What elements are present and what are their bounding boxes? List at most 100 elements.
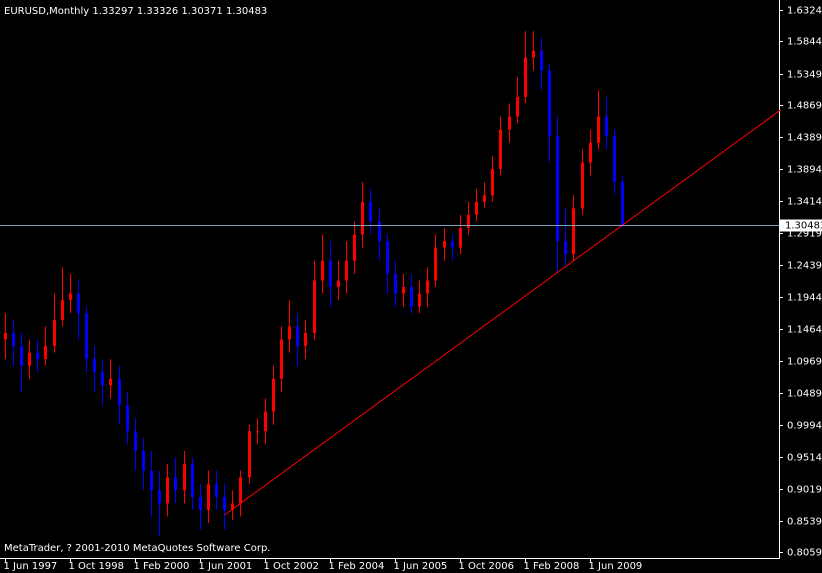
- candle-body: [101, 372, 104, 386]
- candle-body: [548, 70, 551, 137]
- last-price-label: 1.30483: [785, 221, 822, 232]
- x-tick-label: 1 Oct 2002: [264, 561, 319, 572]
- candle-body: [402, 287, 405, 294]
- candle-body: [174, 477, 177, 491]
- x-tick-label: 1 Jun 2009: [589, 561, 643, 572]
- candle-body: [77, 293, 80, 314]
- candle-body: [264, 411, 267, 432]
- candle-body: [491, 168, 494, 196]
- candle-body: [443, 241, 446, 248]
- candle-body: [36, 352, 39, 360]
- candle-body: [434, 247, 437, 281]
- candle-body: [589, 142, 592, 163]
- candle-body: [304, 332, 307, 347]
- candle-body: [353, 234, 356, 261]
- x-tick-label: 1 Jun 1997: [4, 561, 58, 572]
- candle-body: [532, 50, 535, 58]
- candle-body: [12, 332, 15, 347]
- y-tick-label: 1.38940: [787, 165, 822, 176]
- candle-body: [394, 273, 397, 294]
- y-tick-label: 1.24390: [787, 261, 822, 272]
- candle-body: [248, 431, 251, 478]
- candle-body: [118, 378, 121, 406]
- x-tick-label: 1 Feb 2008: [524, 561, 580, 572]
- x-tick-label: 1 Oct 2006: [459, 561, 514, 572]
- candle-body: [231, 503, 234, 510]
- candle-body: [329, 260, 332, 288]
- y-tick-label: 1.53490: [787, 70, 822, 81]
- candle-body: [369, 201, 372, 222]
- candle-body: [556, 136, 559, 242]
- candle-body: [572, 208, 575, 255]
- candle-body: [361, 201, 364, 235]
- candle-body: [313, 280, 316, 333]
- candle-body: [499, 129, 502, 169]
- y-tick-label: 1.63240: [787, 6, 822, 17]
- candle-body: [451, 241, 454, 248]
- x-tick-label: 1 Jun 2001: [199, 561, 253, 572]
- candle-body: [288, 326, 291, 340]
- candle-body: [61, 300, 64, 320]
- candle-body: [581, 162, 584, 209]
- candle-body: [20, 346, 23, 366]
- candle-body: [4, 332, 7, 340]
- candle-body: [613, 136, 616, 183]
- x-tick-label: 1 Jun 2005: [394, 561, 448, 572]
- candle-body: [215, 483, 218, 497]
- candle-body: [199, 496, 202, 510]
- chart-title: EURUSD,Monthly 1.33297 1.33326 1.30371 1…: [4, 6, 267, 17]
- candle-body: [239, 477, 242, 504]
- candle-body: [126, 405, 129, 432]
- candle-body: [142, 450, 145, 471]
- footer: MetaTrader, ? 2001-2010 MetaQuotes Softw…: [4, 543, 270, 554]
- candle-body: [272, 378, 275, 412]
- candle-body: [386, 241, 389, 274]
- candle-body: [158, 490, 161, 504]
- candle-body: [28, 352, 31, 366]
- y-tick-label: 1.19440: [787, 293, 822, 304]
- candle-body: [426, 280, 429, 294]
- candle-body: [183, 464, 186, 491]
- y-tick-label: 1.29190: [787, 229, 822, 240]
- candle-body: [564, 241, 567, 255]
- y-tick-label: 1.14640: [787, 325, 822, 336]
- y-tick-label: 1.09690: [787, 357, 822, 368]
- candle-body: [540, 50, 543, 71]
- candle-body: [605, 116, 608, 137]
- candle-body: [150, 470, 153, 491]
- candle-body: [191, 464, 194, 497]
- candle-body: [85, 313, 88, 360]
- x-tick-label: 1 Feb 2000: [134, 561, 190, 572]
- candle-body: [93, 359, 96, 373]
- candle-body: [321, 260, 324, 281]
- candle-body: [256, 431, 259, 433]
- y-tick-label: 1.34140: [787, 197, 822, 208]
- trendline: [223, 109, 781, 516]
- x-tick-label: 1 Feb 2004: [329, 561, 385, 572]
- candle-body: [597, 116, 600, 143]
- candle-body: [109, 378, 112, 386]
- y-tick-label: 1.43890: [787, 133, 822, 144]
- candle-body: [44, 346, 47, 360]
- candle-body: [459, 227, 462, 248]
- candle-body: [516, 96, 519, 117]
- y-tick-label: 1.48690: [787, 101, 822, 112]
- candle-body: [337, 280, 340, 288]
- last-price-box: [780, 219, 822, 232]
- candle-body: [467, 214, 470, 228]
- candle-body: [475, 201, 478, 215]
- y-tick-label: 1.58440: [787, 37, 822, 48]
- candle-body: [134, 431, 137, 451]
- candle-body: [166, 477, 169, 504]
- candle-body: [207, 483, 210, 510]
- candle-body: [378, 221, 381, 242]
- candle-body: [508, 116, 511, 130]
- candle-body: [53, 319, 56, 347]
- candle-body: [621, 182, 624, 225]
